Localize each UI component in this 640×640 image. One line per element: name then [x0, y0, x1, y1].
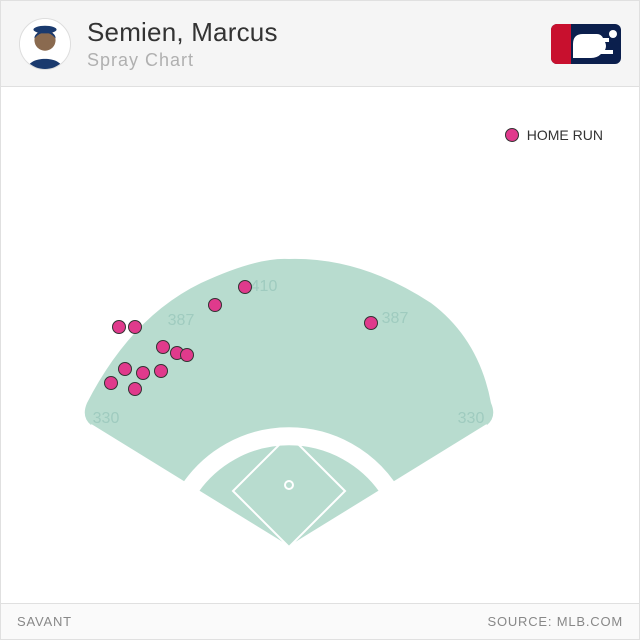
card-header: Semien, Marcus Spray Chart: [1, 1, 639, 87]
legend: HOME RUN: [505, 127, 603, 143]
home-run-dot: [180, 348, 194, 362]
home-run-dot: [238, 280, 252, 294]
legend-label: HOME RUN: [527, 127, 603, 143]
mlb-logo-icon: [551, 24, 621, 64]
field-diagram: [1, 87, 639, 603]
home-run-dot: [128, 382, 142, 396]
card-footer: SAVANT SOURCE: MLB.COM: [1, 603, 639, 639]
home-run-dot: [128, 320, 142, 334]
home-run-dot: [136, 366, 150, 380]
footer-left: SAVANT: [17, 614, 72, 629]
spray-chart-card: Semien, Marcus Spray Chart: [0, 0, 640, 640]
player-avatar: [19, 18, 71, 70]
player-name: Semien, Marcus: [87, 17, 535, 48]
chart-area: HOME RUN 330387410387330: [1, 87, 639, 603]
home-run-dot: [154, 364, 168, 378]
title-block: Semien, Marcus Spray Chart: [87, 17, 535, 71]
home-run-dot: [118, 362, 132, 376]
home-run-dot: [156, 340, 170, 354]
home-run-dot: [208, 298, 222, 312]
footer-right: SOURCE: MLB.COM: [487, 614, 623, 629]
chart-subtitle: Spray Chart: [87, 50, 535, 71]
home-run-dot: [364, 316, 378, 330]
home-run-dot: [104, 376, 118, 390]
home-run-dot: [112, 320, 126, 334]
legend-dot-icon: [505, 128, 519, 142]
